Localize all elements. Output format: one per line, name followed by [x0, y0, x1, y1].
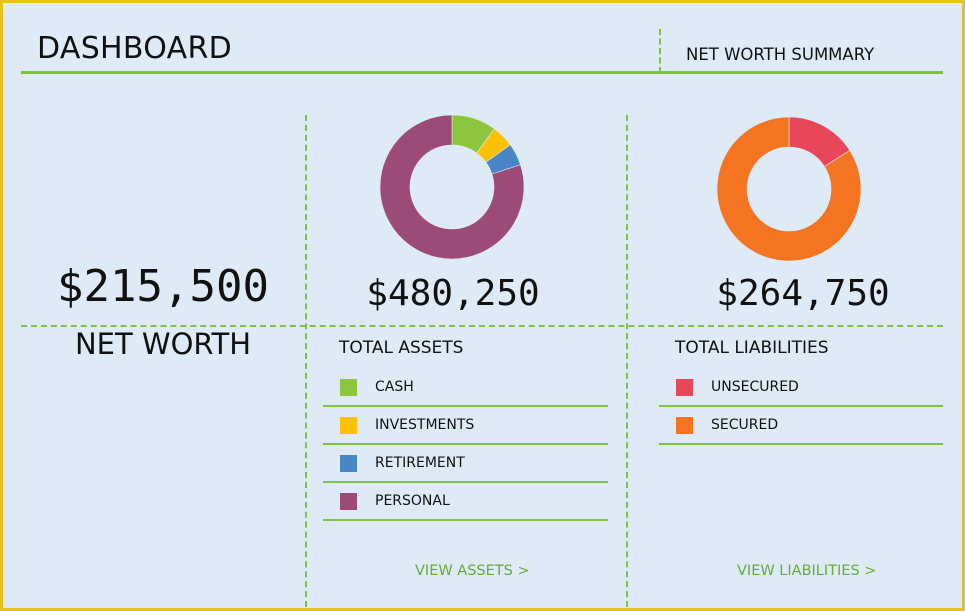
- liabilities-total-value: $264,750: [716, 273, 890, 314]
- assets-legend-label: PERSONAL: [375, 493, 450, 509]
- assets-legend-swatch: [340, 455, 357, 472]
- liabilities-legend-swatch: [676, 417, 693, 434]
- liabilities-legend-label: SECURED: [711, 417, 779, 433]
- assets-total-value: $480,250: [366, 273, 540, 314]
- liabilities-heading: TOTAL LIABILITIES: [675, 338, 829, 358]
- assets-heading: TOTAL ASSETS: [339, 338, 464, 358]
- page-title: DASHBOARD: [37, 31, 233, 66]
- row-divider: [21, 325, 943, 327]
- header-rule: [21, 71, 943, 74]
- liabilities-legend-item: SECURED: [659, 407, 943, 445]
- assets-legend-label: RETIREMENT: [375, 455, 465, 471]
- net-worth-label: NET WORTH: [74, 327, 251, 361]
- liabilities-legend-item: UNSECURED: [659, 369, 943, 407]
- assets-legend-item: CASH: [323, 369, 608, 407]
- liabilities-legend-label: UNSECURED: [711, 379, 799, 395]
- liabilities-legend-swatch: [676, 379, 693, 396]
- assets-legend-item: PERSONAL: [323, 483, 608, 521]
- net-worth-value: $215,500: [57, 261, 269, 312]
- assets-slice-personal: [379, 114, 525, 260]
- assets-legend-label: CASH: [375, 379, 414, 395]
- view-liabilities-link[interactable]: VIEW LIABILITIES >: [737, 563, 877, 579]
- page-subtitle: NET WORTH SUMMARY: [686, 45, 875, 64]
- assets-legend-label: INVESTMENTS: [375, 417, 475, 433]
- view-assets-link[interactable]: VIEW ASSETS >: [415, 563, 530, 579]
- assets-donut-chart: [379, 114, 525, 260]
- liabilities-donut-chart: [716, 116, 862, 262]
- header-divider: [659, 29, 661, 73]
- liabilities-slice-secured: [716, 116, 862, 262]
- column-divider-left: [305, 115, 307, 607]
- assets-legend-item: RETIREMENT: [323, 445, 608, 483]
- column-divider-right: [626, 115, 628, 607]
- assets-legend-item: INVESTMENTS: [323, 407, 608, 445]
- assets-legend-swatch: [340, 379, 357, 396]
- assets-legend-swatch: [340, 493, 357, 510]
- assets-legend-swatch: [340, 417, 357, 434]
